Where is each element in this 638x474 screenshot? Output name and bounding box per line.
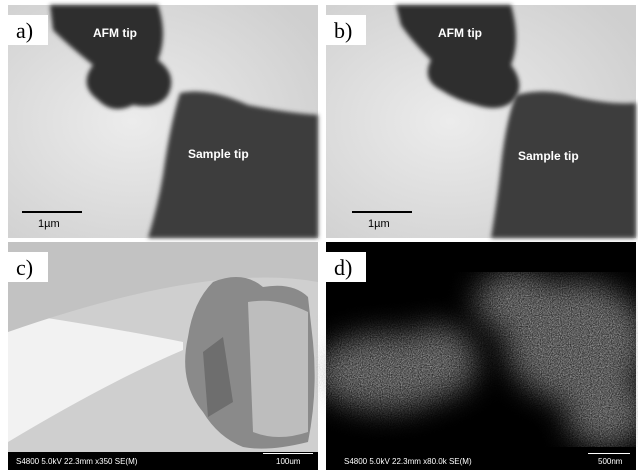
- scale-bar-label: 100um: [276, 457, 301, 466]
- scale-bar-label: 1µm: [368, 218, 390, 230]
- scale-bar-label: 1µm: [38, 218, 60, 230]
- panel-label: c): [16, 255, 33, 280]
- annotation: Sample tip: [188, 147, 249, 161]
- panel-label: d): [334, 255, 352, 280]
- annotation: AFM tip: [438, 26, 482, 40]
- panel-c: c) S4800 5.0kV 22.3mm x350 SE(M) 100um: [8, 242, 318, 470]
- panel-label: b): [334, 18, 352, 43]
- annotation: Sample tip: [518, 149, 579, 163]
- scale-bar-label: 500nm: [598, 457, 623, 466]
- panel-d: d) S4800 5.0kV 22.3mm x80.0k SE(M) 500nm: [316, 242, 638, 470]
- panel-label: a): [16, 18, 33, 43]
- info-bar: S4800 5.0kV 22.3mm x80.0k SE(M): [344, 457, 472, 466]
- figure: a) AFM tip Sample tip 1µm b) AFM tip Sam…: [0, 0, 638, 474]
- panel-b: b) AFM tip Sample tip 1µm: [326, 5, 636, 238]
- panel-a: a) AFM tip Sample tip 1µm: [8, 5, 318, 238]
- annotation: AFM tip: [93, 26, 137, 40]
- info-bar: S4800 5.0kV 22.3mm x350 SE(M): [16, 457, 138, 466]
